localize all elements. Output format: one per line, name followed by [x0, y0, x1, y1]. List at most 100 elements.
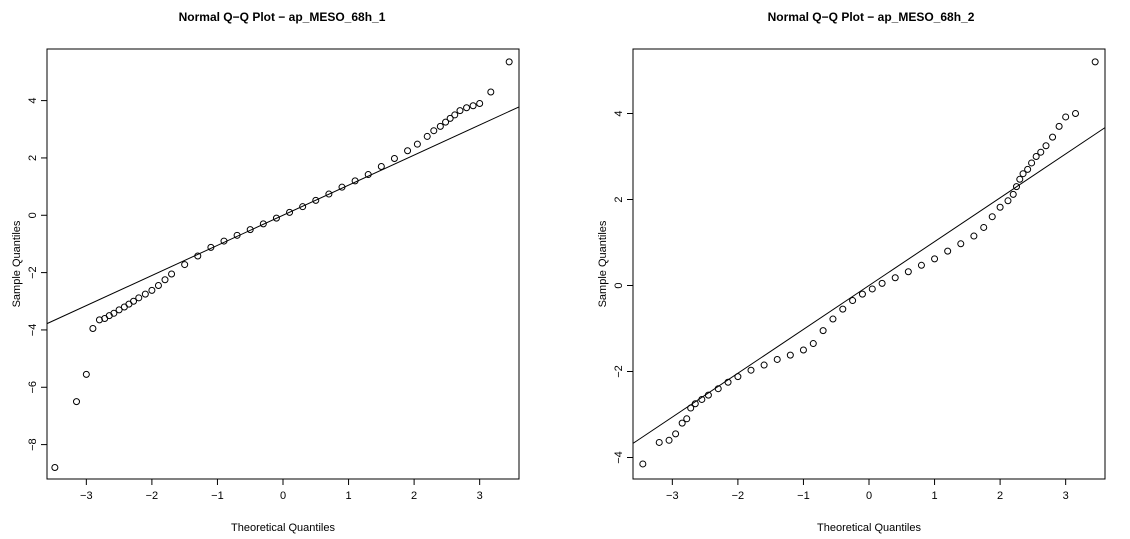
- y-tick-label: 0: [613, 282, 625, 288]
- chart-title-1: Normal Q−Q Plot − ap_MESO_68h_1: [179, 10, 386, 24]
- data-point: [272, 214, 280, 222]
- data-point: [413, 140, 421, 148]
- data-point: [115, 306, 123, 314]
- x-tick-label: 1: [931, 490, 937, 502]
- data-point: [259, 220, 267, 228]
- data-point: [858, 290, 866, 298]
- data-point: [181, 261, 189, 269]
- data-points-2: [639, 58, 1099, 468]
- data-point: [487, 88, 495, 96]
- data-point: [1042, 142, 1050, 150]
- x-tick-label: −1: [797, 490, 810, 502]
- data-point: [944, 247, 952, 255]
- y-axis-label-2: Sample Quantiles: [597, 220, 609, 307]
- data-point: [773, 355, 781, 363]
- data-point: [110, 309, 118, 317]
- data-point: [446, 114, 454, 122]
- data-point: [82, 370, 90, 378]
- data-point: [404, 147, 412, 155]
- data-point: [829, 315, 837, 323]
- data-point: [442, 118, 450, 126]
- x-tick-label: −2: [146, 490, 159, 502]
- y-tick-label: −4: [27, 324, 39, 337]
- data-point: [904, 268, 912, 276]
- data-point: [1016, 175, 1024, 183]
- x-tick-label: −2: [732, 490, 745, 502]
- data-point: [1062, 113, 1070, 121]
- data-point: [1009, 190, 1017, 198]
- data-point: [1013, 183, 1020, 191]
- reference-line-2: [632, 127, 1106, 444]
- plot-frame-2: [632, 48, 1106, 480]
- y-tick-label: 2: [27, 155, 39, 161]
- y-tick-label: 4: [613, 110, 625, 116]
- data-point: [161, 276, 169, 284]
- data-point: [683, 415, 691, 423]
- y-tick-label: −2: [613, 365, 625, 378]
- x-tick-label: −1: [211, 490, 224, 502]
- chart-title-2: Normal Q−Q Plot − ap_MESO_68h_2: [768, 10, 975, 24]
- plot-frame-1: [46, 48, 520, 480]
- data-point: [135, 294, 143, 302]
- data-point: [988, 213, 996, 221]
- data-points-1: [51, 58, 513, 472]
- y-tick-label: −6: [27, 381, 39, 394]
- data-point: [849, 297, 857, 305]
- data-point: [1037, 148, 1045, 156]
- y-tick-label: −8: [27, 438, 39, 451]
- data-point: [957, 240, 965, 248]
- data-point: [299, 203, 307, 211]
- data-point: [868, 285, 876, 293]
- data-point: [89, 325, 97, 332]
- y-tick-label: 4: [27, 98, 39, 104]
- data-point: [878, 279, 886, 287]
- y-axis-label-1: Sample Quantiles: [11, 220, 23, 307]
- data-point: [1019, 170, 1027, 178]
- data-point: [786, 351, 794, 359]
- data-point: [451, 111, 459, 119]
- data-point: [1024, 165, 1032, 173]
- data-point: [463, 104, 471, 112]
- data-point: [980, 223, 988, 231]
- data-point: [430, 127, 438, 135]
- data-point: [505, 58, 513, 66]
- y-tick-label: 0: [27, 212, 39, 218]
- data-point: [154, 282, 162, 289]
- data-point: [665, 436, 673, 444]
- data-point: [996, 203, 1004, 211]
- data-point: [799, 346, 807, 354]
- data-point: [1072, 110, 1079, 117]
- data-point: [760, 361, 768, 369]
- data-point: [476, 99, 484, 107]
- data-point: [390, 155, 398, 163]
- y-tick-label: −2: [27, 266, 39, 279]
- data-point: [1055, 122, 1063, 130]
- x-tick-label: 1: [345, 490, 351, 502]
- x-tick-label: −3: [80, 490, 93, 502]
- x-tick-label: 3: [1063, 490, 1069, 502]
- data-point: [377, 163, 385, 171]
- data-point: [456, 107, 464, 115]
- data-point: [819, 327, 827, 335]
- data-point: [917, 261, 925, 269]
- data-point: [1049, 133, 1057, 141]
- y-tick-label: 2: [613, 196, 625, 202]
- x-tick-label: 2: [997, 490, 1003, 502]
- data-point: [148, 286, 156, 294]
- data-point: [73, 398, 80, 406]
- data-point: [970, 232, 978, 240]
- x-axis-2: −3 −2 −1 0 1 2 3: [666, 479, 1069, 502]
- y-tick-label: −4: [613, 451, 625, 464]
- data-point: [325, 190, 333, 198]
- data-point: [469, 102, 477, 110]
- data-point: [286, 208, 294, 216]
- x-axis-1: −3 −2 −1 0 1 2 3: [80, 479, 483, 502]
- data-point: [639, 460, 647, 468]
- y-axis-2: −4 −2 0 2 4: [613, 110, 633, 464]
- data-point: [141, 290, 149, 298]
- x-tick-label: −3: [666, 490, 679, 502]
- data-point: [672, 430, 680, 438]
- data-point: [436, 122, 444, 130]
- data-point: [1091, 58, 1099, 66]
